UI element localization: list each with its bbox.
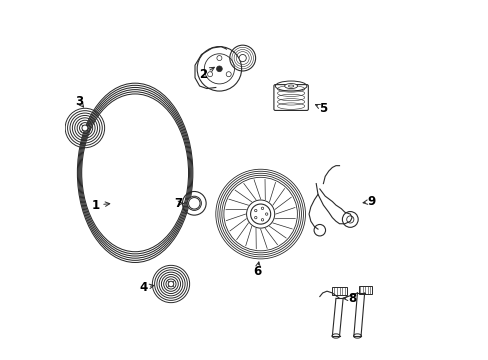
Circle shape <box>188 198 200 209</box>
Text: 8: 8 <box>347 292 355 305</box>
Text: 6: 6 <box>252 265 261 278</box>
Text: 3: 3 <box>75 95 82 108</box>
Circle shape <box>82 125 88 131</box>
Text: 5: 5 <box>319 102 327 115</box>
Text: 9: 9 <box>367 195 375 208</box>
Text: 1: 1 <box>91 199 100 212</box>
Text: 2: 2 <box>199 68 207 81</box>
Circle shape <box>216 66 222 72</box>
Circle shape <box>239 54 246 62</box>
Text: 4: 4 <box>139 281 147 294</box>
Ellipse shape <box>288 85 293 87</box>
Circle shape <box>168 281 173 287</box>
Ellipse shape <box>284 84 297 89</box>
Text: 7: 7 <box>174 197 182 210</box>
Circle shape <box>187 196 201 210</box>
Circle shape <box>250 204 270 224</box>
